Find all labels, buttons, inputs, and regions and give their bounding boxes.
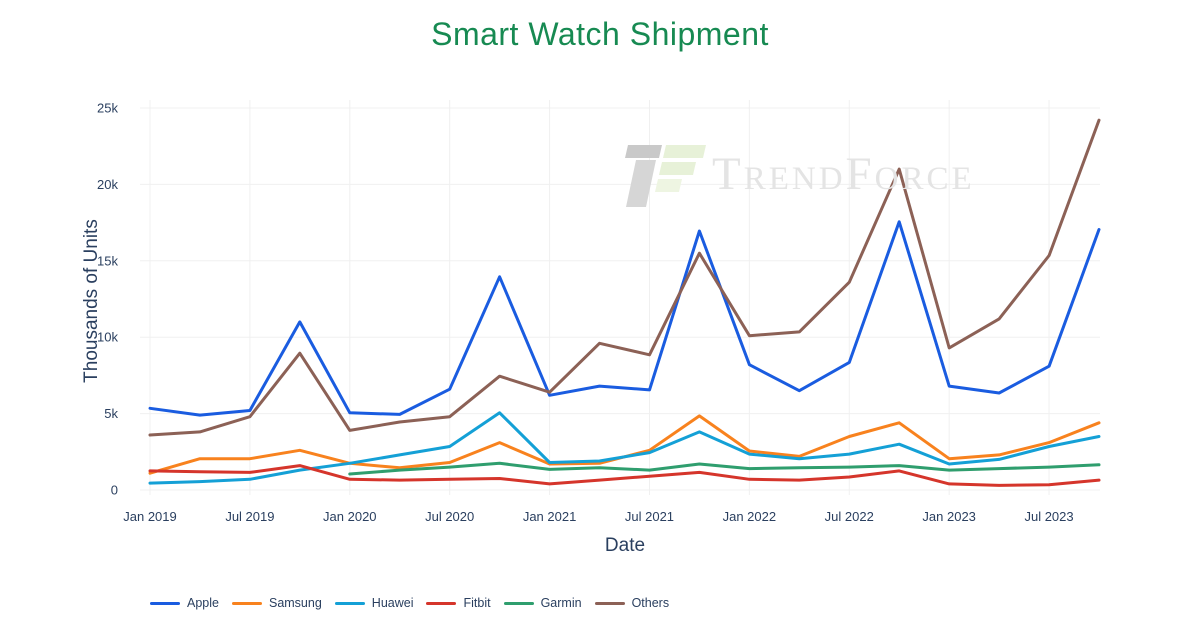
- legend-swatch-fitbit: [426, 601, 457, 605]
- x-tick-label: Jan 2019: [123, 509, 177, 524]
- legend-label: Samsung: [268, 596, 322, 610]
- x-tick-label: Jul 2023: [1024, 509, 1073, 524]
- y-tick-label: 25k: [97, 101, 118, 116]
- legend-label: Garmin: [540, 596, 582, 610]
- legend-item-fitbit[interactable]: Fitbit: [426, 596, 491, 610]
- series-line-fitbit[interactable]: [148, 464, 1101, 487]
- legend-swatch-huawei: [334, 601, 365, 605]
- series-line-apple[interactable]: [148, 220, 1101, 417]
- x-axis-title: Date: [604, 535, 646, 556]
- legend-item-huawei[interactable]: Huawei: [334, 596, 414, 610]
- y-axis-title: Thousands of Units: [81, 219, 102, 383]
- x-tick-label: Jan 2020: [323, 509, 377, 524]
- x-tick-label: Jul 2021: [625, 509, 674, 524]
- legend-item-apple[interactable]: Apple: [150, 596, 219, 610]
- legend-label: Apple: [187, 596, 219, 610]
- x-tick-label: Jan 2021: [523, 509, 577, 524]
- legend-swatch-others: [594, 601, 625, 605]
- legend-label: Fitbit: [463, 596, 491, 610]
- legend-item-garmin[interactable]: Garmin: [503, 596, 582, 610]
- x-tick-label: Jan 2022: [723, 509, 777, 524]
- y-tick-label: 15k: [97, 253, 118, 268]
- chart-title: Smart Watch Shipment: [431, 16, 769, 52]
- x-tick-label: Jul 2019: [225, 509, 274, 524]
- legend-label: Others: [631, 596, 670, 610]
- x-tick-label: Jul 2022: [825, 509, 874, 524]
- legend: Apple Samsung Huawei Fitbit Garmin Others: [150, 596, 669, 610]
- y-tick-label: 10k: [97, 330, 118, 345]
- x-tick-label: Jul 2020: [425, 509, 474, 524]
- legend-swatch-apple: [150, 601, 180, 605]
- legend-item-others[interactable]: Others: [594, 596, 670, 610]
- legend-swatch-samsung: [231, 601, 262, 605]
- y-tick-label: 20k: [97, 177, 118, 192]
- series-line-garmin[interactable]: [348, 461, 1101, 476]
- y-tick-label: 0: [111, 483, 118, 498]
- y-tick-label: 5k: [104, 406, 118, 421]
- legend-swatch-garmin: [503, 601, 534, 605]
- legend-item-samsung[interactable]: Samsung: [231, 596, 322, 610]
- x-tick-label: Jan 2023: [922, 509, 976, 524]
- series-line-huawei[interactable]: [148, 411, 1101, 485]
- series-line-others[interactable]: [148, 118, 1101, 437]
- legend-label: Huawei: [371, 596, 414, 610]
